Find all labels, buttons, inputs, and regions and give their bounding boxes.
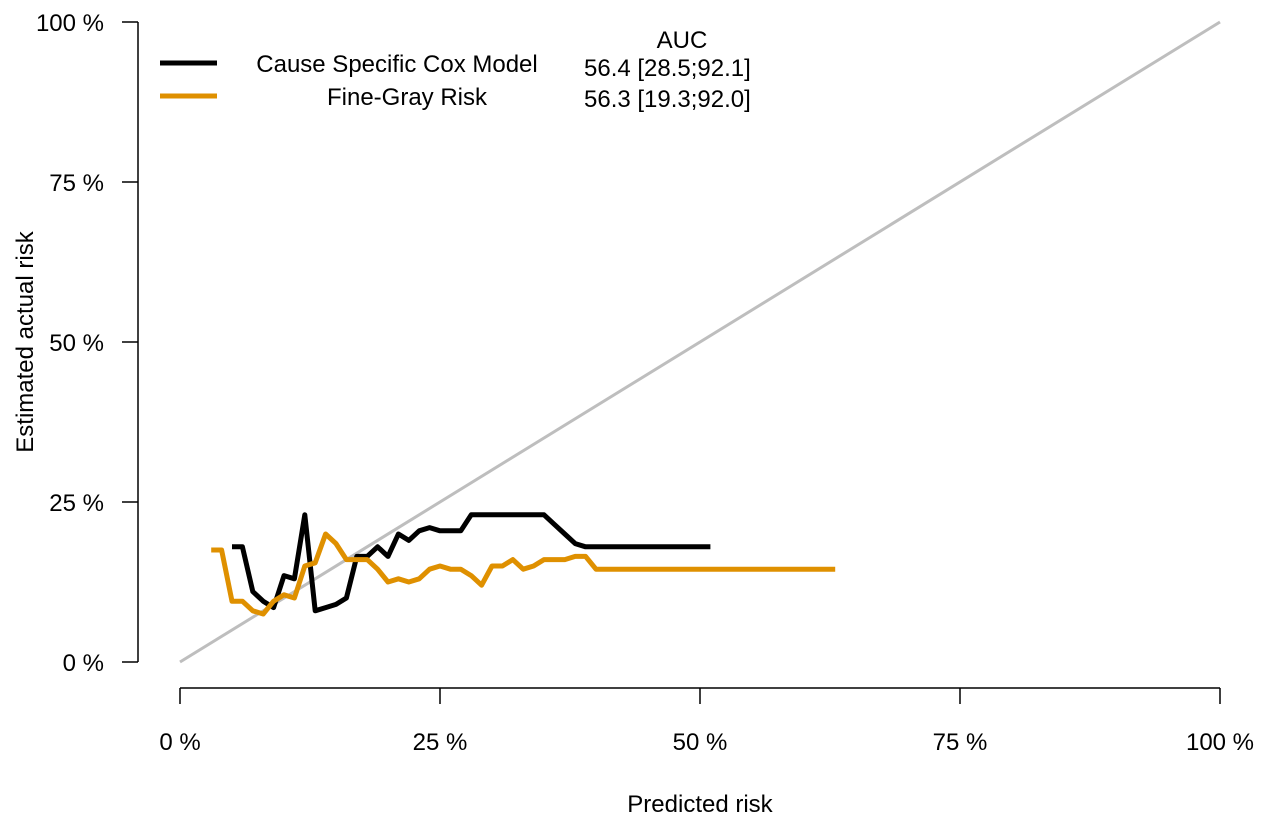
y-tick-label: 0 % — [63, 650, 104, 677]
y-tick-label: 75 % — [49, 170, 104, 197]
x-axis: 0 % 25 % 50 % 75 % 100 % — [159, 687, 1254, 756]
reference-line-layer — [179, 20, 1221, 664]
x-tick-label: 0 % — [159, 729, 200, 756]
series-layer — [211, 512, 836, 617]
y-ticks: 0 % 25 % 50 % 75 % 100 % — [36, 10, 138, 677]
x-tick-label: 100 % — [1186, 729, 1254, 756]
series-line-finegray — [211, 531, 836, 617]
x-tick-label: 75 % — [933, 729, 988, 756]
y-axis-title: Estimated actual risk — [12, 230, 39, 452]
legend: AUC Cause Specific Cox Model 56.4 [28.5;… — [160, 27, 751, 113]
y-tick-label: 25 % — [49, 490, 104, 517]
legend-auc-cox: 56.4 [28.5;92.1] — [584, 55, 751, 82]
x-axis-title: Predicted risk — [627, 791, 773, 818]
y-axis: 0 % 25 % 50 % 75 % 100 % — [36, 10, 139, 677]
x-tick-label: 25 % — [413, 729, 468, 756]
series-line-cox — [232, 512, 711, 614]
y-tick-label: 50 % — [49, 330, 104, 357]
reference-diagonal-line — [179, 20, 1221, 664]
x-tick-label: 50 % — [673, 729, 728, 756]
legend-header: AUC — [657, 27, 708, 54]
x-ticks: 0 % 25 % 50 % 75 % 100 % — [159, 688, 1254, 756]
legend-label-finegray: Fine-Gray Risk — [327, 84, 488, 111]
legend-label-cox: Cause Specific Cox Model — [256, 51, 537, 78]
legend-auc-finegray: 56.3 [19.3;92.0] — [584, 86, 751, 113]
y-tick-label: 100 % — [36, 10, 104, 37]
